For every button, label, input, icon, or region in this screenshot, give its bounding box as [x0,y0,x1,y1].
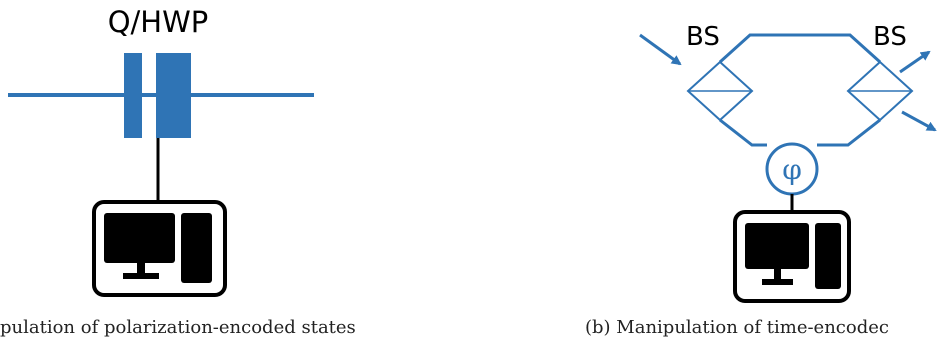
beamsplitter-left-label: BS [686,22,720,52]
panel-b: BS BS φ [585,22,937,338]
quarter-waveplate [124,53,142,138]
phase-symbol: φ [782,153,802,186]
computer-icon [733,210,851,303]
computer-icon [92,200,227,297]
output-arrow-lower [901,110,937,132]
beamsplitter-right-label: BS [873,22,907,52]
half-waveplate [156,53,191,138]
output-arrow-upper [899,50,931,74]
beamsplitter-left-icon [686,60,754,122]
upper-arm [718,33,882,64]
waveplate-icon [124,53,191,138]
beamsplitter-right-icon [846,60,914,122]
phase-shifter-icon: φ [765,142,819,196]
caption-a: pulation of polarization-encoded states [0,317,356,338]
panel-a: Q/HWP pulation of polarization-encoded s… [0,5,356,338]
caption-b: (b) Manipulation of time-encodec [585,317,889,338]
waveplate-label: Q/HWP [108,5,209,39]
lower-arm [719,118,881,147]
input-arrow [639,33,682,66]
